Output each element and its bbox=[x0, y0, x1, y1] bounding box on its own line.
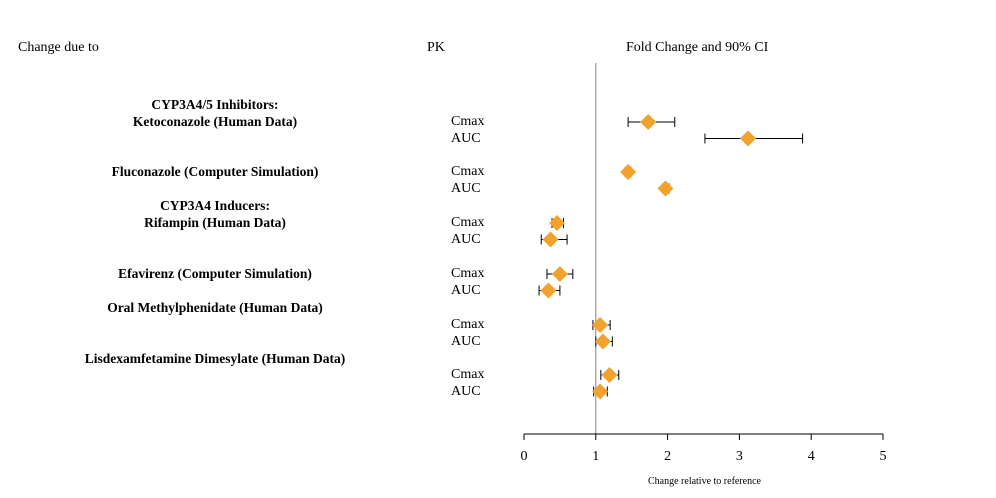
group-label-line: Rifampin (Human Data) bbox=[144, 215, 286, 230]
group-label-line: Lisdexamfetamine Dimesylate (Human Data) bbox=[84, 351, 346, 366]
pk-label: AUC bbox=[451, 333, 481, 349]
point-estimate bbox=[620, 164, 637, 180]
x-tick-label: 0 bbox=[521, 449, 528, 464]
point-estimate bbox=[657, 180, 674, 197]
x-tick-label: 5 bbox=[880, 449, 887, 464]
pk-label: AUC bbox=[451, 282, 481, 298]
header-pk: PK bbox=[427, 40, 445, 55]
x-tick-label: 1 bbox=[592, 449, 599, 464]
group-label: Fluconazole (Computer Simulation) bbox=[65, 163, 365, 180]
group-label-line: CYP3A4 Inducers: bbox=[160, 198, 270, 213]
pk-label: Cmax bbox=[451, 266, 485, 281]
header-fold-change: Fold Change and 90% CI bbox=[626, 40, 769, 55]
pk-label: Cmax bbox=[451, 114, 485, 129]
point-estimate bbox=[740, 130, 757, 147]
point-estimate bbox=[592, 383, 609, 400]
pk-label: Cmax bbox=[451, 164, 485, 179]
pk-label: AUC bbox=[451, 231, 481, 247]
group-label: Lisdexamfetamine Dimesylate (Human Data) bbox=[65, 350, 365, 367]
pk-label: AUC bbox=[451, 180, 481, 196]
group-label-line: Oral Methylphenidate (Human Data) bbox=[107, 300, 323, 315]
point-estimate bbox=[551, 266, 568, 282]
group-label: Oral Methylphenidate (Human Data) bbox=[65, 299, 365, 316]
group-label: CYP3A4/5 Inhibitors: Ketoconazole (Human … bbox=[65, 96, 365, 130]
x-tick-label: 2 bbox=[664, 449, 671, 464]
header-change-due-to: Change due to bbox=[18, 40, 99, 55]
group-label-line: Efavirenz (Computer Simulation) bbox=[118, 266, 312, 281]
group-label: CYP3A4 Inducers: Rifampin (Human Data) bbox=[65, 197, 365, 231]
group-label-line: CYP3A4/5 Inhibitors: bbox=[151, 97, 279, 112]
point-estimate bbox=[601, 367, 618, 383]
point-estimate bbox=[640, 114, 657, 130]
x-tick-label: 3 bbox=[736, 449, 743, 464]
group-label: Efavirenz (Computer Simulation) bbox=[65, 265, 365, 282]
point-estimate bbox=[540, 282, 557, 299]
pk-label: Cmax bbox=[451, 215, 485, 230]
point-estimate bbox=[549, 215, 566, 231]
group-label-line: Fluconazole (Computer Simulation) bbox=[111, 164, 319, 179]
pk-label: AUC bbox=[451, 130, 481, 146]
pk-label: Cmax bbox=[451, 317, 485, 332]
pk-label: Cmax bbox=[451, 367, 485, 382]
point-estimate bbox=[594, 333, 611, 350]
point-estimate bbox=[542, 231, 559, 248]
point-estimate bbox=[592, 317, 609, 333]
x-axis-label: Change relative to reference bbox=[648, 476, 762, 487]
pk-label: AUC bbox=[451, 383, 481, 399]
x-tick-label: 4 bbox=[808, 449, 815, 464]
group-label-line: Ketoconazole (Human Data) bbox=[132, 114, 298, 129]
